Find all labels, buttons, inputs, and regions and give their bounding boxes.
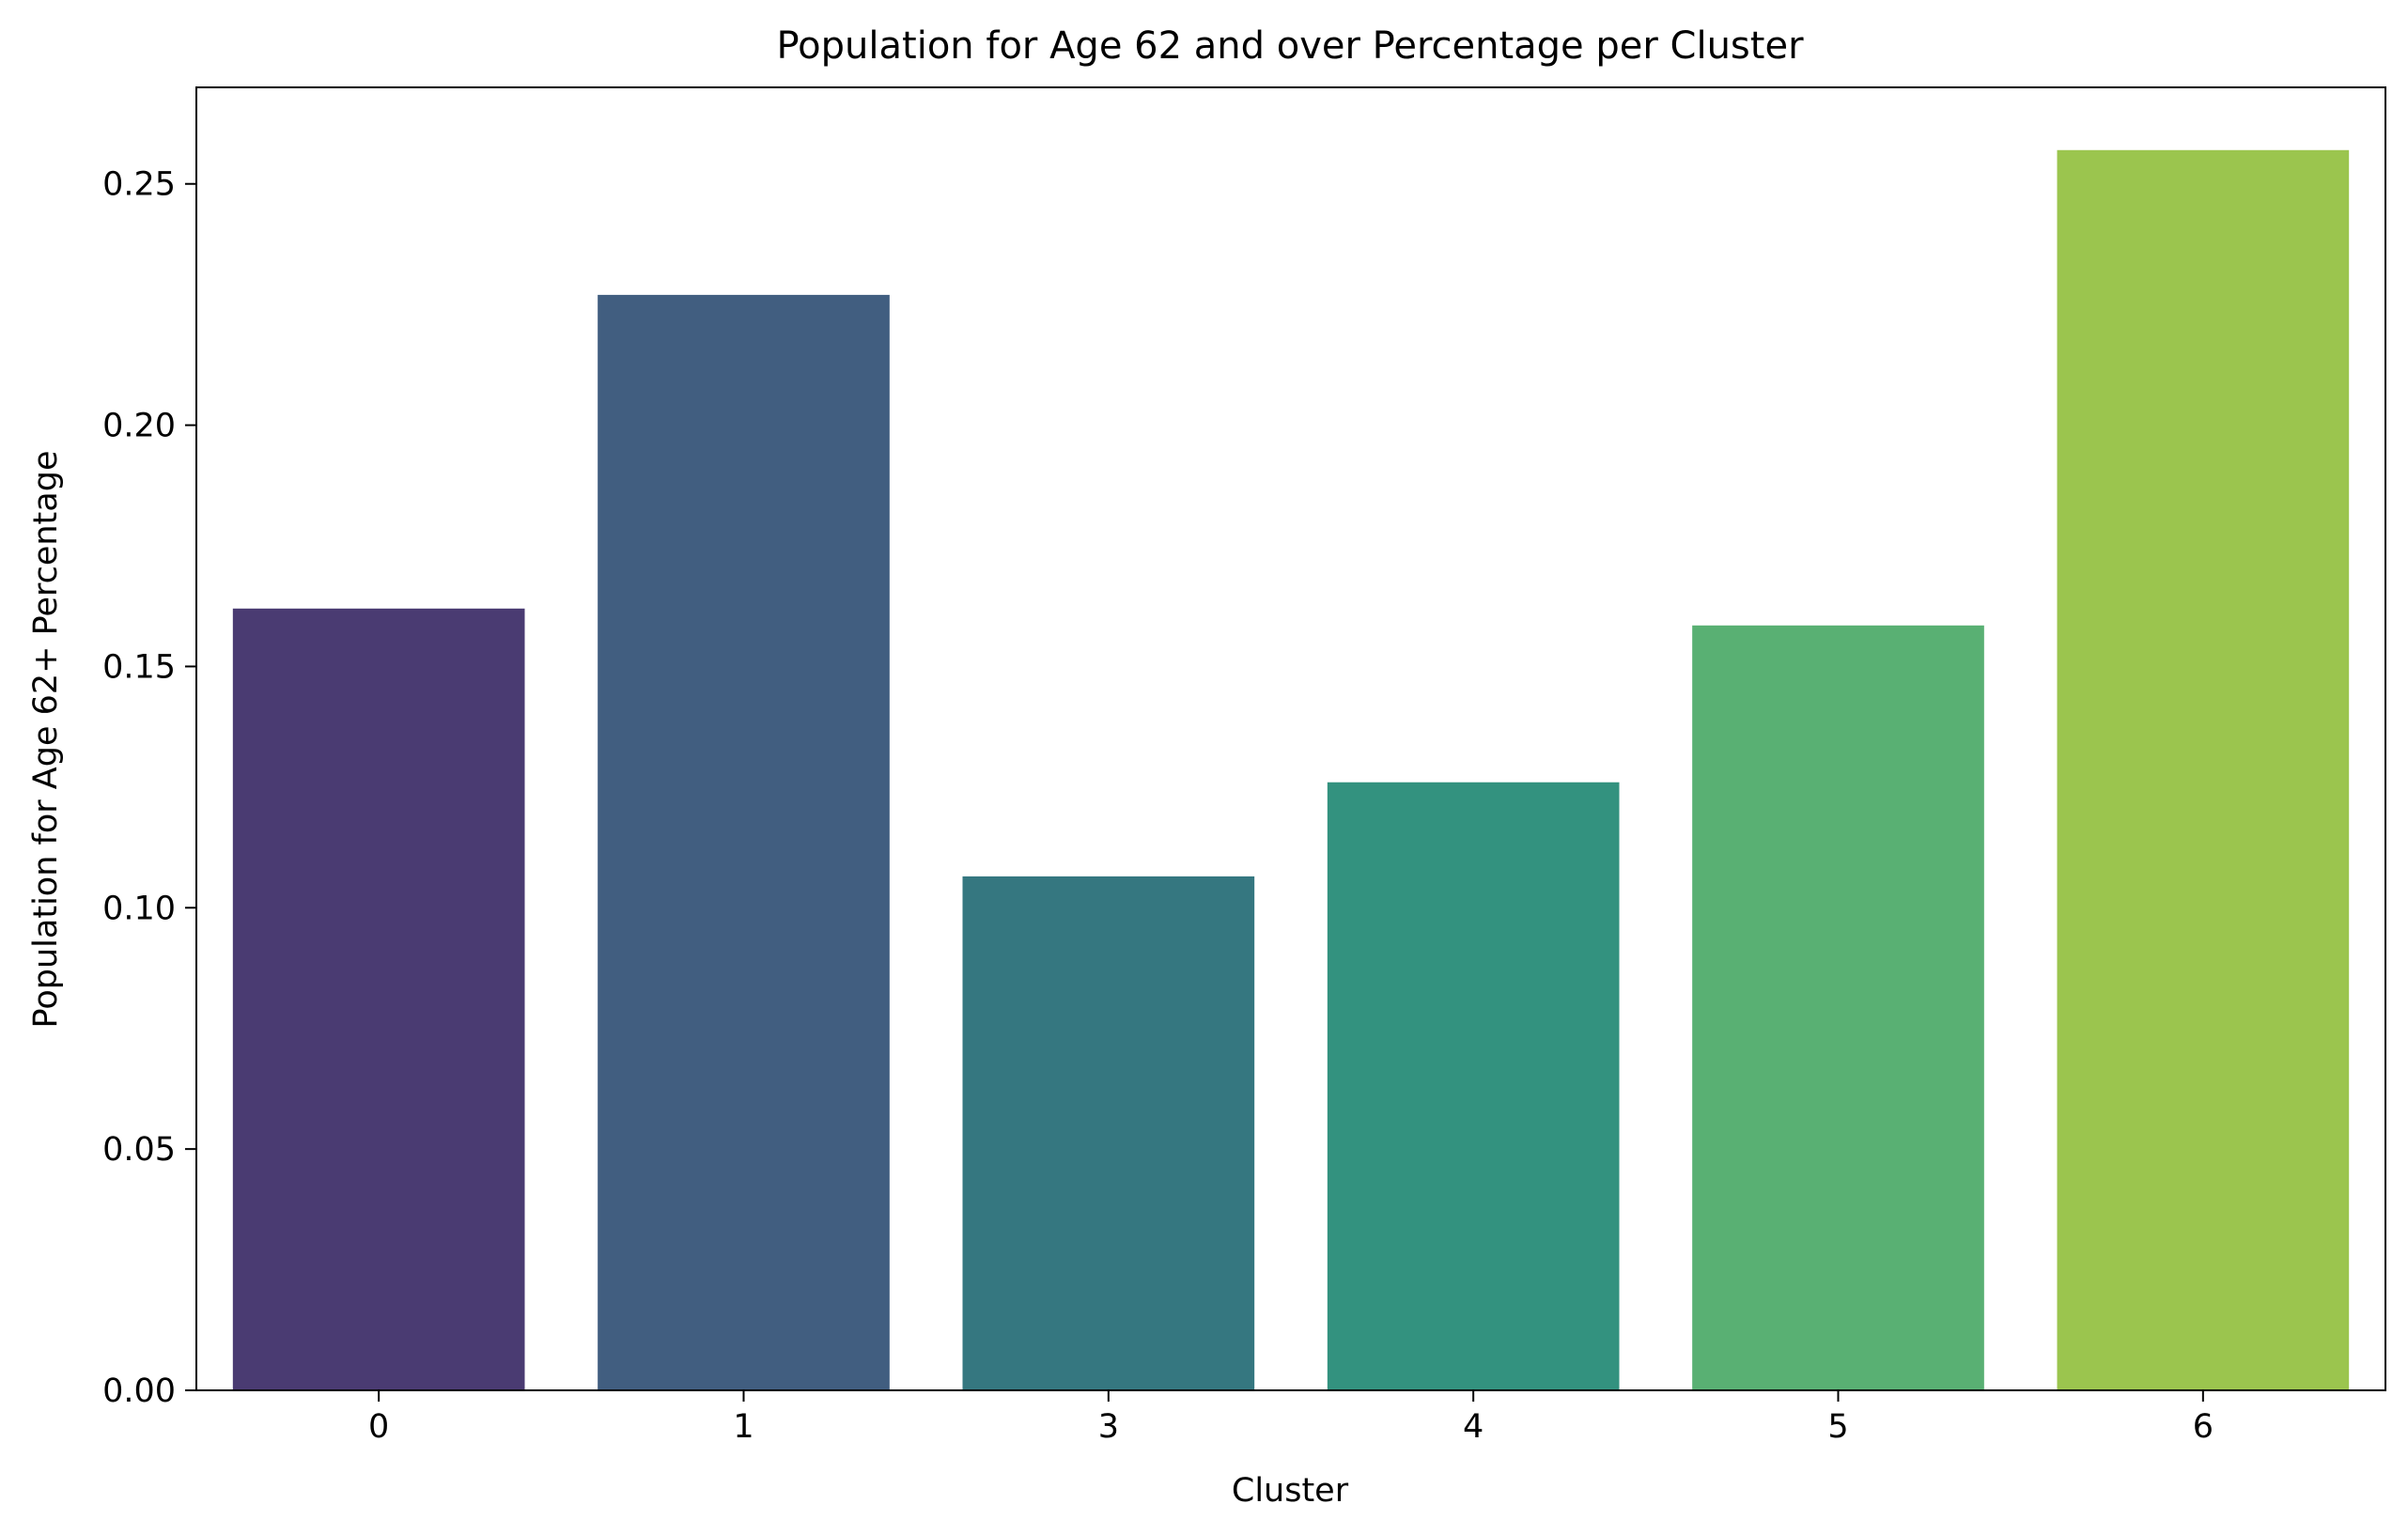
x-tick-label: 5: [1827, 1408, 1848, 1446]
y-tick-label: 0.25: [102, 166, 176, 204]
bar-cluster-0: [232, 608, 525, 1390]
x-tick-label: 3: [1098, 1408, 1119, 1446]
bar-cluster-1: [598, 294, 890, 1390]
bar-cluster-5: [1692, 625, 1984, 1390]
x-tick-label: 4: [1463, 1408, 1484, 1446]
y-tick-label: 0.15: [102, 648, 176, 686]
bar-cluster-4: [1327, 782, 1620, 1390]
plot-frame: [195, 86, 2386, 1391]
x-tick-label: 0: [368, 1408, 389, 1446]
x-axis-label: Cluster: [1232, 1472, 1349, 1510]
y-tick-label: 0.20: [102, 408, 176, 445]
y-tick-label: 0.10: [102, 890, 176, 927]
bar-cluster-6: [2057, 149, 2350, 1390]
chart-title: Population for Age 62 and over Percentag…: [776, 24, 1804, 68]
y-tick-label: 0.00: [102, 1372, 176, 1410]
y-axis-ticks: 0.00 0.05 0.10 0.15 0.20 0.25: [102, 166, 196, 1410]
bars-group: [232, 149, 2350, 1390]
bar-cluster-3: [962, 876, 1255, 1390]
y-tick-label: 0.05: [102, 1131, 176, 1169]
x-axis-ticks: 0 1 3 4 5 6: [368, 1390, 2214, 1446]
x-tick-label: 1: [733, 1408, 753, 1446]
y-axis-label: Population for Age 62+ Percentage: [27, 451, 65, 1029]
x-tick-label: 6: [2193, 1408, 2214, 1446]
